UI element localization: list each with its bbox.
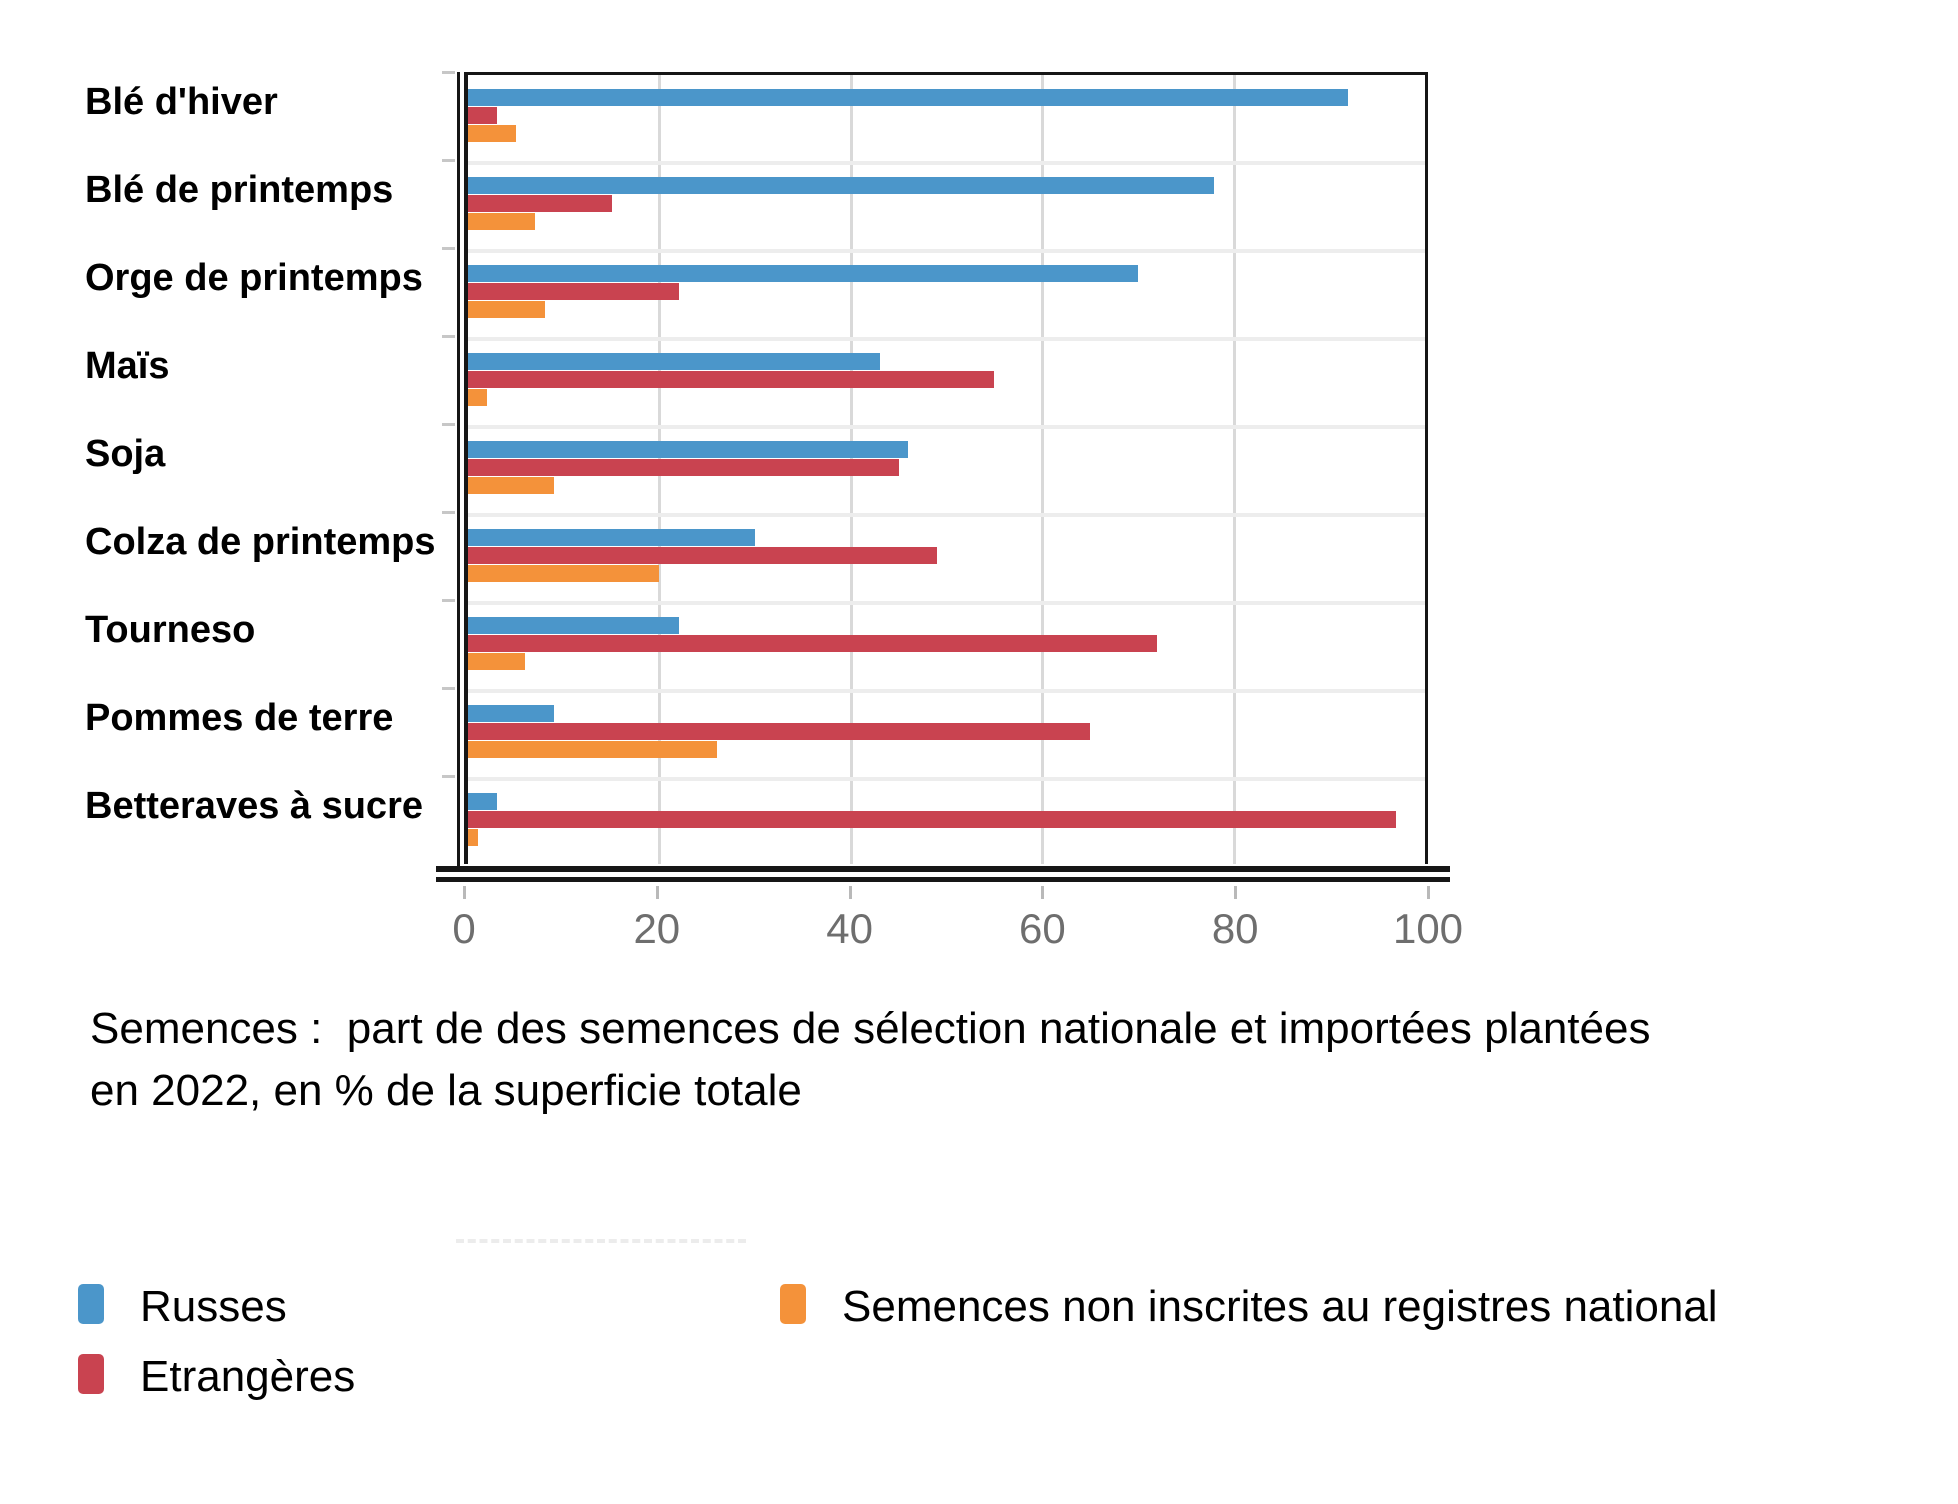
gridline-x-60 (1041, 75, 1045, 864)
x-tick-label: 80 (1211, 905, 1259, 952)
category-label: Soja (85, 433, 166, 475)
bar-non-inscrites (468, 477, 555, 494)
category-row (468, 603, 1425, 691)
bar-russes (468, 441, 909, 458)
bar-etrangeres (468, 283, 679, 300)
band-separator (468, 249, 1425, 253)
band-separator (468, 161, 1425, 165)
legend-swatch (780, 1284, 806, 1324)
category-label: Betteraves à sucre (85, 785, 423, 827)
y-grid-tick (442, 423, 455, 426)
x-tick-label: 20 (633, 905, 681, 952)
legend-item: Etrangères (78, 1348, 355, 1406)
legend-swatch (78, 1354, 104, 1395)
category-row (468, 691, 1425, 779)
band-separator (468, 425, 1425, 429)
bar-non-inscrites (468, 213, 535, 230)
bar-etrangeres (468, 459, 899, 476)
y-grid-tick (442, 335, 455, 338)
legend-label: Semences non inscrites au registres nati… (842, 1282, 1718, 1331)
legend-swatch (78, 1284, 104, 1324)
bar-non-inscrites (468, 125, 516, 142)
category-label: Pommes de terre (85, 697, 394, 739)
x-tick-80 (1234, 886, 1238, 899)
bar-russes (468, 265, 1138, 282)
y-grid-tick (442, 247, 455, 250)
band-separator (468, 513, 1425, 517)
bar-russes (468, 529, 756, 546)
bar-non-inscrites (468, 653, 526, 670)
bar-non-inscrites (468, 389, 488, 406)
bar-non-inscrites (468, 565, 660, 582)
bar-russes (468, 617, 679, 634)
x-tick-label: 40 (826, 905, 873, 952)
x-tick-100 (1427, 886, 1430, 899)
legend-label: Etrangères (140, 1352, 356, 1402)
bar-etrangeres (468, 547, 937, 564)
y-grid-tick (442, 71, 455, 74)
bar-russes (468, 89, 1349, 106)
y-grid-tick (442, 159, 455, 162)
x-tick-20 (655, 886, 659, 899)
x-tick-40 (848, 886, 852, 899)
bar-etrangeres (468, 107, 497, 124)
bar-etrangeres (468, 371, 995, 388)
bar-etrangeres (468, 811, 1397, 828)
category-label: Tourneso (85, 609, 256, 651)
bar-non-inscrites (468, 829, 478, 846)
bar-etrangeres (468, 195, 612, 212)
category-row (468, 339, 1425, 427)
plot-area (457, 72, 1428, 867)
chart-title: Semences : part de des semences de sélec… (90, 1004, 1651, 1116)
category-row (468, 427, 1425, 515)
category-row (468, 163, 1425, 251)
legend-item: Semences non inscrites au registres nati… (780, 1278, 1742, 1336)
bar-etrangeres (468, 723, 1091, 740)
category-row (468, 75, 1425, 163)
x-tick-label: 60 (1019, 905, 1066, 952)
x-tick-60 (1041, 886, 1045, 899)
category-label: Blé de printemps (85, 169, 394, 211)
x-axis-line-inner (436, 877, 1450, 882)
bar-etrangeres (468, 635, 1158, 652)
legend-item: Russes (78, 1278, 355, 1336)
faint-dashes-artifact (456, 1239, 746, 1243)
bar-non-inscrites (468, 301, 545, 318)
category-row (468, 251, 1425, 339)
x-tick-0 (463, 886, 466, 899)
bar-russes (468, 177, 1215, 194)
category-label: Blé d'hiver (85, 81, 278, 123)
gridline-x-80 (1232, 75, 1236, 864)
bar-russes (468, 705, 555, 722)
legend-column-left: Russes Etrangères (78, 1278, 355, 1418)
band-separator (468, 689, 1425, 693)
bar-non-inscrites (468, 741, 717, 758)
y-grid-tick (442, 775, 455, 778)
y-grid-tick (442, 599, 455, 602)
y-grid-tick (442, 511, 455, 514)
band-separator (468, 601, 1425, 605)
band-separator (468, 777, 1425, 781)
x-axis-line-outer (436, 866, 1450, 872)
bar-chart-figure: Blé d'hiver Blé de printemps Orge de print… (85, 71, 1464, 952)
bar-russes (468, 793, 497, 810)
x-tick-label: 100 (1392, 905, 1464, 952)
y-grid-tick (442, 687, 455, 690)
band-separator (468, 337, 1425, 341)
bar-russes (468, 353, 880, 370)
category-label: Orge de printemps (85, 257, 423, 299)
legend-column-right: Semences non inscrites au registres nati… (780, 1278, 1742, 1348)
category-label: Colza de printemps (85, 521, 436, 563)
category-label: Maïs (85, 345, 170, 387)
x-tick-label: 0 (452, 905, 476, 952)
legend-label: Russes (140, 1282, 287, 1331)
category-row (468, 515, 1425, 603)
category-row (468, 779, 1425, 867)
